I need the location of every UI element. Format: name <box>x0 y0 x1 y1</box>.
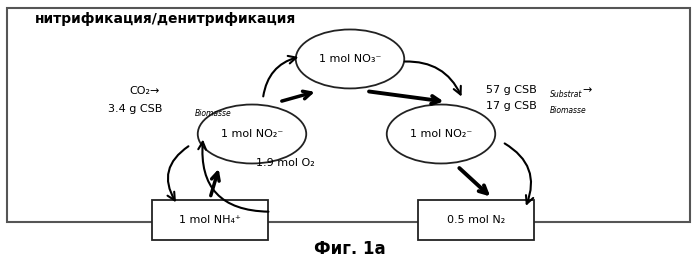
FancyBboxPatch shape <box>152 200 267 240</box>
FancyBboxPatch shape <box>419 200 533 240</box>
Ellipse shape <box>386 105 496 163</box>
Text: →: → <box>582 85 592 95</box>
Text: 1 mol NH₄⁺: 1 mol NH₄⁺ <box>179 215 241 225</box>
Text: Biomasse: Biomasse <box>195 109 231 118</box>
Text: 57 g CSB: 57 g CSB <box>486 85 538 95</box>
Text: 3.4 g CSB: 3.4 g CSB <box>108 103 163 114</box>
Text: Biomasse: Biomasse <box>550 106 587 115</box>
Text: 1 mol NO₂⁻: 1 mol NO₂⁻ <box>221 129 283 139</box>
Text: 17 g CSB: 17 g CSB <box>486 101 538 111</box>
Text: 1 mol NO₃⁻: 1 mol NO₃⁻ <box>318 54 382 64</box>
Text: 1.9 mol O₂: 1.9 mol O₂ <box>256 158 314 169</box>
Text: 1 mol NO₂⁻: 1 mol NO₂⁻ <box>410 129 472 139</box>
Text: CO₂→: CO₂→ <box>130 86 160 96</box>
Text: Фиг. 1а: Фиг. 1а <box>314 240 386 258</box>
Text: Substrat: Substrat <box>550 90 582 99</box>
Ellipse shape <box>295 29 405 88</box>
Bar <box>7 8 690 222</box>
Text: 0.5 mol N₂: 0.5 mol N₂ <box>447 215 505 225</box>
Text: нитрификация/денитрификация: нитрификация/денитрификация <box>35 12 296 26</box>
Ellipse shape <box>197 105 307 163</box>
